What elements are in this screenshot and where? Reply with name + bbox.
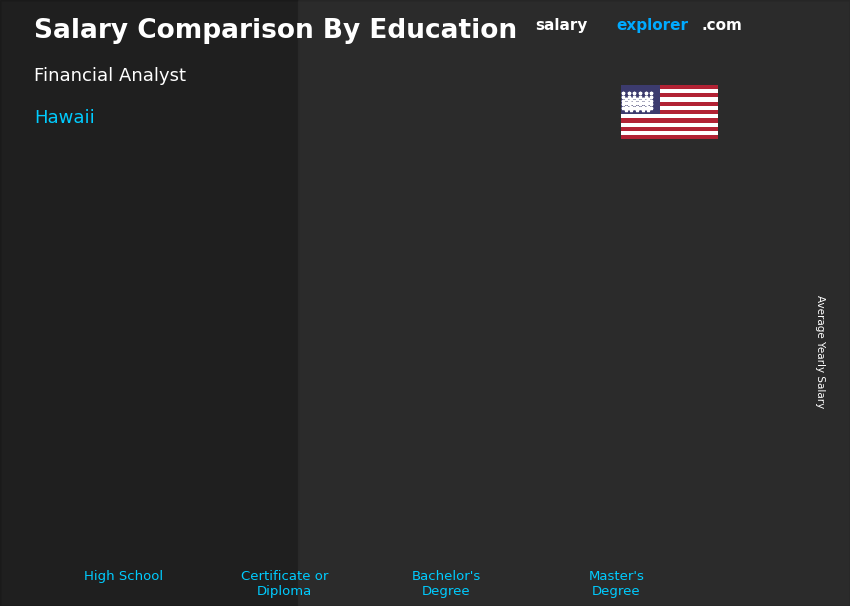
Text: explorer: explorer (616, 18, 689, 33)
Bar (620, 122, 718, 127)
Text: +41%: +41% (326, 224, 393, 244)
Text: +21%: +21% (488, 173, 555, 193)
Text: Average Yearly Salary: Average Yearly Salary (815, 295, 825, 408)
Bar (488, 310, 495, 521)
Text: Hawaii: Hawaii (34, 109, 94, 127)
Bar (434, 310, 496, 315)
Bar (620, 110, 718, 114)
Bar (620, 135, 718, 139)
Bar (620, 127, 718, 131)
Bar (650, 266, 657, 521)
Bar (109, 390, 116, 521)
Text: High School: High School (83, 570, 163, 582)
Bar (110, 390, 172, 521)
Bar (164, 390, 171, 521)
Bar (326, 371, 332, 521)
Text: 79,000 USD: 79,000 USD (72, 399, 147, 412)
Text: 90,200 USD: 90,200 USD (235, 382, 309, 395)
Bar (434, 310, 439, 521)
Text: +14%: +14% (163, 279, 231, 299)
Bar (620, 85, 718, 89)
Bar (620, 102, 718, 106)
Bar (298, 0, 850, 606)
Bar (595, 266, 602, 521)
Bar (272, 371, 333, 521)
Bar (620, 93, 718, 98)
Text: 127,000 USD: 127,000 USD (397, 325, 479, 338)
Bar (620, 106, 718, 110)
Text: Financial Analyst: Financial Analyst (34, 67, 186, 85)
Bar (434, 310, 496, 521)
Text: Salary Comparison By Education: Salary Comparison By Education (34, 18, 517, 44)
Text: .com: .com (701, 18, 742, 33)
Bar (620, 85, 660, 114)
Bar (596, 266, 658, 270)
Bar (596, 266, 658, 521)
Bar (620, 89, 718, 93)
Text: 154,000 USD: 154,000 USD (643, 284, 726, 296)
Text: Certificate or
Diploma: Certificate or Diploma (241, 570, 328, 598)
Bar (620, 114, 718, 118)
Bar (272, 371, 333, 375)
Text: Bachelor's
Degree: Bachelor's Degree (411, 570, 481, 598)
Bar (620, 118, 718, 122)
Bar (620, 131, 718, 135)
Bar (0, 0, 298, 606)
Bar (620, 98, 718, 102)
Bar (271, 371, 277, 521)
Text: Master's
Degree: Master's Degree (588, 570, 644, 598)
Text: salary: salary (536, 18, 588, 33)
Bar (110, 390, 172, 393)
